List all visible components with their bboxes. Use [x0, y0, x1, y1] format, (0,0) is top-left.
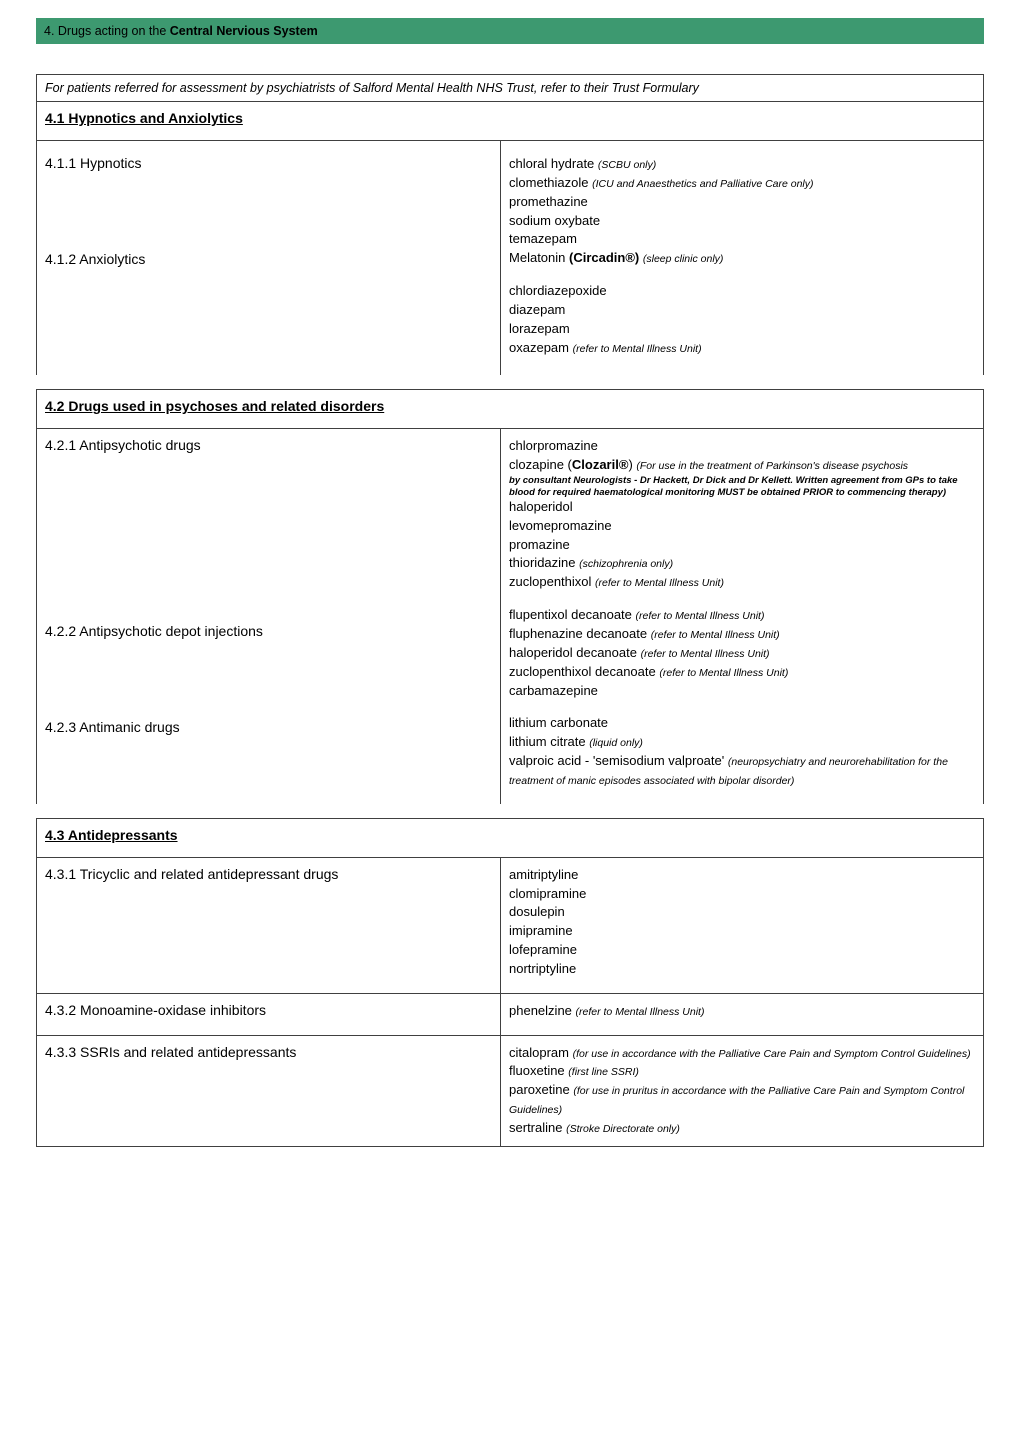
drug-warning: by consultant Neurologists - Dr Hackett,… — [509, 475, 975, 498]
drug: amitriptyline — [509, 867, 578, 882]
cell-4-3-1-drugs: amitriptyline clomipramine dosulepin imi… — [501, 857, 984, 993]
drug-note: (for use in pruritus in accordance with … — [509, 1085, 964, 1116]
drug: imipramine — [509, 923, 573, 938]
drug: dosulepin — [509, 904, 565, 919]
drug: temazepam — [509, 231, 577, 246]
label-4-1-1: 4.1.1 Hypnotics — [45, 155, 492, 171]
section-4-1-header: 4.1 Hypnotics and Anxiolytics — [37, 102, 984, 141]
drug-note: (SCBU only) — [598, 159, 656, 171]
drug: lofepramine — [509, 942, 577, 957]
cell-4-3-2-drugs: phenelzine (refer to Mental Illness Unit… — [501, 993, 984, 1035]
drug: valproic acid - 'semisodium valproate' — [509, 753, 728, 768]
drug-note: (sleep clinic only) — [643, 253, 724, 265]
section-4-3-header: 4.3 Antidepressants — [37, 818, 984, 857]
drug-note: (for use in accordance with the Palliati… — [573, 1048, 971, 1060]
cell-4-3-3-drugs: citalopram (for use in accordance with t… — [501, 1035, 984, 1146]
drug: lorazepam — [509, 321, 570, 336]
section-4-2-header: 4.2 Drugs used in psychoses and related … — [37, 390, 984, 429]
banner-bold: Central Nervious System — [170, 24, 318, 38]
drug-note: (refer to Mental Illness Unit) — [651, 629, 780, 641]
drug: fluphenazine decanoate — [509, 626, 651, 641]
label-4-2-3: 4.2.3 Antimanic drugs — [45, 719, 492, 735]
intro-note: For patients referred for assessment by … — [36, 74, 984, 101]
drug-note: (schizophrenia only) — [579, 558, 673, 570]
drug: promethazine — [509, 194, 588, 209]
drug: oxazepam — [509, 340, 573, 355]
drug: haloperidol decanoate — [509, 645, 641, 660]
drug-brand: Clozaril® — [572, 457, 629, 472]
drug: clozapine ( — [509, 457, 572, 472]
drug: sodium oxybate — [509, 213, 600, 228]
drug: paroxetine — [509, 1082, 573, 1097]
banner-prefix: 4. Drugs acting on the — [44, 24, 170, 38]
drug: phenelzine — [509, 1003, 576, 1018]
cell-4-3-2-label: 4.3.2 Monoamine-oxidase inhibitors — [37, 993, 501, 1035]
drug-note: (refer to Mental Illness Unit) — [636, 610, 765, 622]
drug-note: (liquid only) — [589, 737, 643, 749]
drug: zuclopenthixol — [509, 574, 595, 589]
drug: promazine — [509, 537, 570, 552]
label-4-3-1: 4.3.1 Tricyclic and related antidepressa… — [45, 866, 492, 882]
drug: fluoxetine — [509, 1063, 568, 1078]
drug: lithium carbonate — [509, 715, 608, 730]
drug: nortriptyline — [509, 961, 576, 976]
drug-note: (For use in the treatment of Parkinson's… — [636, 460, 908, 472]
drug-note: (refer to Mental Illness Unit) — [573, 343, 702, 355]
drug: carbamazepine — [509, 683, 598, 698]
cell-4-1-drugs: chloral hydrate (SCBU only) clomethiazol… — [501, 141, 984, 376]
drug: diazepam — [509, 302, 565, 317]
drug: lithium citrate — [509, 734, 589, 749]
drug-note: (Stroke Directorate only) — [566, 1123, 680, 1135]
drug: flupentixol decanoate — [509, 607, 635, 622]
table-4-3: 4.3 Antidepressants 4.3.1 Tricyclic and … — [36, 818, 984, 1147]
drug-note: (refer to Mental Illness Unit) — [595, 577, 724, 589]
drug: levomepromazine — [509, 518, 612, 533]
table-4-2: 4.2 Drugs used in psychoses and related … — [36, 389, 984, 803]
label-4-2-2: 4.2.2 Antipsychotic depot injections — [45, 623, 492, 639]
drug: sertraline — [509, 1120, 566, 1135]
drug: chlordiazepoxide — [509, 283, 607, 298]
drug: clomethiazole — [509, 175, 592, 190]
drug-note: (first line SSRI) — [568, 1066, 639, 1078]
drug-note: (refer to Mental Illness Unit) — [641, 648, 770, 660]
drug: chlorpromazine — [509, 438, 598, 453]
drug-note: (refer to Mental Illness Unit) — [659, 667, 788, 679]
label-4-3-2: 4.3.2 Monoamine-oxidase inhibitors — [45, 1002, 492, 1018]
drug: clomipramine — [509, 886, 586, 901]
table-4-1: 4.1 Hypnotics and Anxiolytics 4.1.1 Hypn… — [36, 101, 984, 375]
drug: zuclopenthixol decanoate — [509, 664, 659, 679]
drug: citalopram — [509, 1045, 573, 1060]
section-banner: 4. Drugs acting on the Central Nervious … — [36, 18, 984, 44]
cell-4-3-1-label: 4.3.1 Tricyclic and related antidepressa… — [37, 857, 501, 993]
cell-4-2-drugs: chlorpromazine clozapine (Clozaril®) (Fo… — [501, 429, 984, 804]
label-4-3-3: 4.3.3 SSRIs and related antidepressants — [45, 1044, 492, 1060]
drug: thioridazine — [509, 555, 579, 570]
drug: Melatonin — [509, 250, 569, 265]
drug: haloperidol — [509, 499, 573, 514]
drug-brand: (Circadin®) — [569, 250, 643, 265]
drug-note: (refer to Mental Illness Unit) — [576, 1006, 705, 1018]
cell-4-2-labels: 4.2.1 Antipsychotic drugs 4.2.2 Antipsyc… — [37, 429, 501, 804]
label-4-2-1: 4.2.1 Antipsychotic drugs — [45, 437, 492, 453]
cell-4-3-3-label: 4.3.3 SSRIs and related antidepressants — [37, 1035, 501, 1146]
cell-4-1-1-label: 4.1.1 Hypnotics 4.1.2 Anxiolytics — [37, 141, 501, 376]
drug: chloral hydrate — [509, 156, 598, 171]
label-4-1-2: 4.1.2 Anxiolytics — [45, 251, 492, 267]
drug-note: (ICU and Anaesthetics and Palliative Car… — [592, 178, 813, 190]
